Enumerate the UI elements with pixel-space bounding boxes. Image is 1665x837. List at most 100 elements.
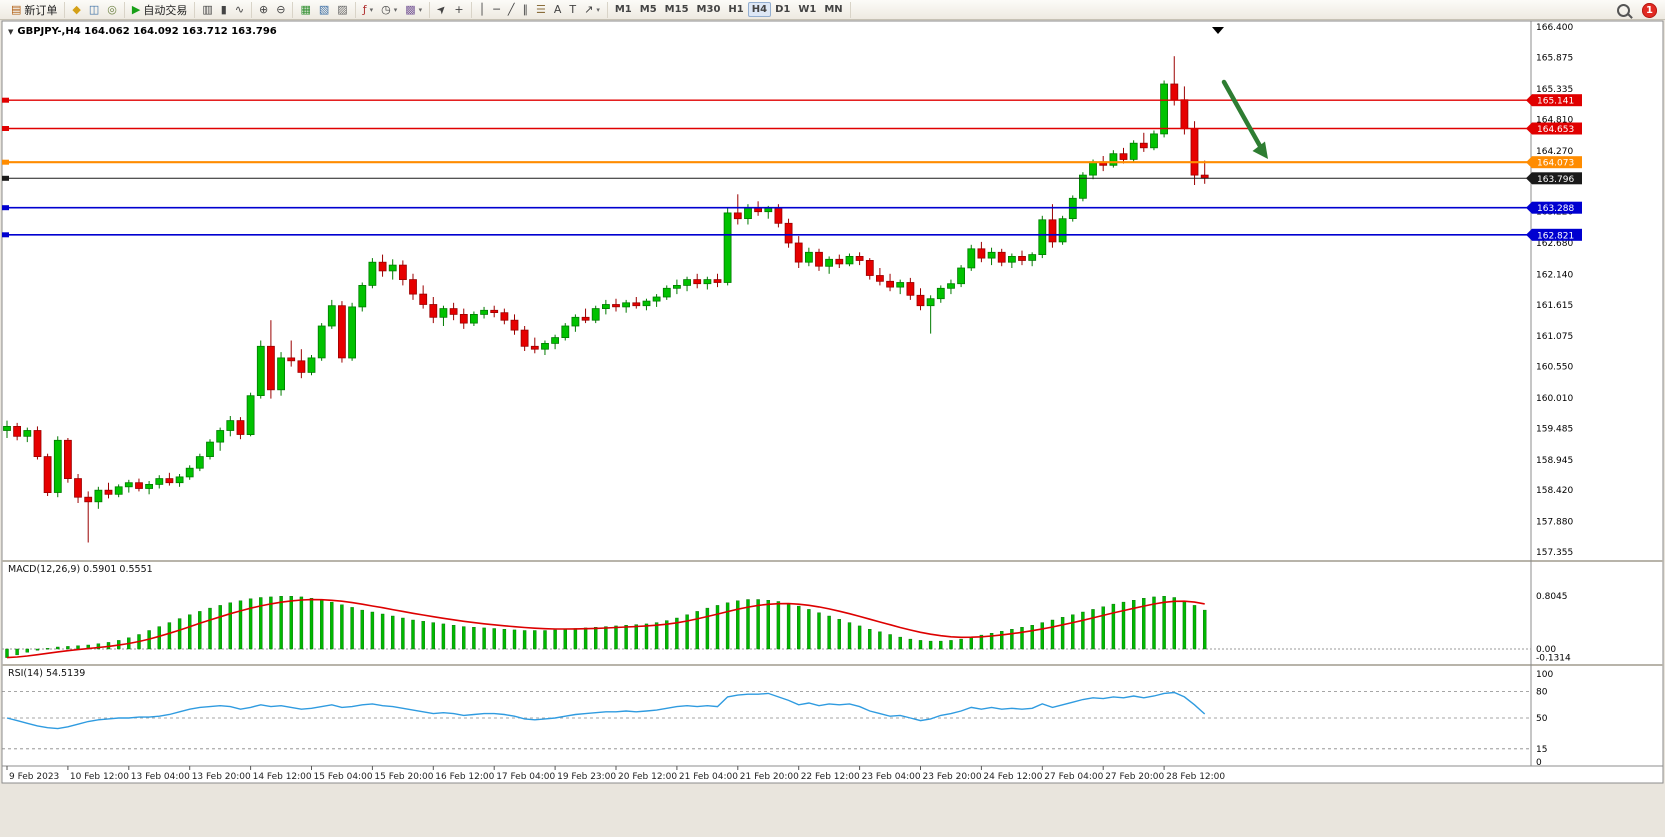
text-label-icon: T — [569, 3, 577, 16]
time-axis-label: 28 Feb 12:00 — [1166, 772, 1225, 782]
level-line-handle[interactable] — [2, 232, 9, 238]
indicators-button[interactable]: ƒ ▾ — [359, 2, 377, 17]
level-line-handle[interactable] — [2, 205, 9, 211]
zoom-in-button[interactable]: ⊕ — [255, 2, 272, 17]
text-button[interactable]: A — [550, 2, 566, 17]
chart-candles-type-button[interactable]: ▮ — [217, 2, 231, 17]
horizontal-line-button[interactable]: ─ — [489, 2, 504, 17]
chart-symbol-header[interactable]: ▼ GBPJPY-,H4 164.062 164.092 163.712 163… — [8, 26, 277, 37]
price-axis[interactable]: 166.400 165.875 165.335 164.810 164.270 163.7… — [1526, 23, 1582, 558]
cursor-button[interactable]: ➤ — [433, 2, 450, 18]
macd-bar — [1162, 596, 1166, 650]
price-level-badge-text: 163.288 — [1537, 204, 1574, 214]
timeframe-h4[interactable]: H4 — [747, 2, 772, 17]
macd-bar — [35, 648, 40, 651]
price-badge-notch — [1526, 172, 1532, 185]
timeframe-h1[interactable]: H1 — [724, 2, 747, 17]
macd-bar — [1172, 597, 1177, 650]
macd-bar — [472, 627, 476, 650]
timeframe-w1[interactable]: W1 — [794, 2, 820, 17]
macd-bar — [939, 640, 943, 650]
time-axis-label: 27 Feb 04:00 — [1044, 772, 1103, 782]
timeframe-mn[interactable]: MN — [820, 2, 846, 17]
candle — [256, 345, 265, 396]
fibonacci-button[interactable]: ☰ — [532, 2, 550, 17]
data-window-button[interactable]: ◫ — [85, 2, 103, 17]
periods-button[interactable]: ◷ ▾ — [377, 2, 401, 17]
macd-bar — [462, 626, 466, 650]
candle — [693, 279, 702, 285]
price-axis-label: 161.615 — [1536, 301, 1573, 311]
trend-arrow[interactable] — [1221, 79, 1263, 149]
time-axis-label: 19 Feb 23:00 — [557, 772, 616, 782]
auto-trading-button[interactable]: ▶ 自动交易 — [128, 0, 191, 20]
trendline-icon: ╱ — [507, 3, 515, 16]
chart-shift-marker[interactable] — [1212, 27, 1224, 34]
data-window-icon: ◫ — [88, 3, 100, 16]
equidistant-channel-button[interactable]: ∥ — [518, 2, 532, 17]
macd-bar — [401, 617, 405, 650]
macd-bar — [715, 605, 720, 650]
zoom-out-button[interactable]: ⊖ — [272, 2, 289, 17]
macd-bar — [868, 629, 872, 650]
panel-resize-divider[interactable] — [2, 664, 1663, 666]
panel-resize-divider[interactable] — [2, 560, 1663, 562]
chart-line-type-button[interactable]: ∿ — [231, 2, 248, 17]
macd-bar — [1091, 609, 1095, 650]
rsi-line — [6, 691, 1206, 730]
time-axis-label: 27 Feb 20:00 — [1105, 772, 1164, 782]
trend-arrow-head — [1252, 141, 1268, 159]
macd-bar — [1040, 622, 1045, 650]
macd-bar — [5, 648, 9, 658]
candle — [855, 255, 864, 261]
navigator-button[interactable]: ◎ — [103, 2, 121, 17]
candle — [490, 309, 499, 313]
time-axis[interactable]: 9 Feb 2023 10 Feb 12:00 13 Feb 04:00 13 Feb… — [6, 766, 1225, 782]
fibonacci-icon: ☰ — [535, 3, 546, 16]
macd-bar — [56, 646, 60, 650]
market-watch-button[interactable]: ◆ — [68, 2, 84, 17]
tile-windows-button[interactable]: ▦ — [296, 2, 314, 17]
level-line-handle[interactable] — [2, 126, 9, 131]
timeframe-m5[interactable]: M5 — [636, 2, 661, 17]
macd-bar — [330, 601, 334, 650]
candle — [936, 287, 945, 300]
new-order-button[interactable]: ▤ 新订单 — [7, 0, 61, 20]
macd-bar — [228, 602, 233, 650]
candle — [1038, 219, 1047, 256]
text-label-button[interactable]: T — [565, 2, 580, 17]
chart-bars-type-button[interactable]: ▥ — [198, 2, 216, 17]
timeframe-d1[interactable]: D1 — [771, 2, 794, 17]
arrows-shapes-button[interactable]: ↗ ▾ — [580, 2, 604, 17]
vertical-line-button[interactable]: │ — [475, 2, 490, 17]
macd-bar — [1202, 609, 1207, 650]
notification-badge[interactable]: 1 — [1642, 3, 1657, 18]
time-axis-label: 23 Feb 04:00 — [862, 772, 921, 782]
arrange-windows-button[interactable]: ▨ — [333, 2, 351, 17]
cascade-windows-button[interactable]: ▧ — [315, 2, 333, 17]
templates-button[interactable]: ▩ ▾ — [401, 2, 426, 17]
crosshair-button[interactable]: + — [450, 2, 467, 17]
candle — [297, 360, 306, 373]
candle — [1119, 153, 1128, 160]
level-line-handle[interactable] — [2, 175, 9, 181]
timeframe-m1[interactable]: M1 — [611, 2, 636, 17]
timeframe-m30[interactable]: M30 — [693, 2, 725, 17]
candle — [896, 282, 905, 288]
level-line-handle[interactable] — [2, 97, 9, 103]
time-axis-label: 13 Feb 04:00 — [131, 772, 190, 782]
macd-bar — [380, 613, 385, 650]
price-level-badge — [1532, 228, 1582, 241]
timeframe-m15[interactable]: M15 — [661, 2, 693, 17]
new-order-button-label: 新订单 — [24, 3, 58, 17]
level-line-handle[interactable] — [2, 159, 9, 165]
trendline-button[interactable]: ╱ — [504, 2, 519, 17]
macd-bar — [746, 599, 750, 650]
price-level-badge-text: 163.796 — [1537, 175, 1574, 185]
collapse-caret-icon[interactable]: ▼ — [8, 27, 14, 36]
macd-bar — [969, 636, 973, 650]
candle — [561, 325, 570, 339]
search-button[interactable] — [1613, 2, 1634, 19]
macd-bar — [309, 598, 314, 650]
